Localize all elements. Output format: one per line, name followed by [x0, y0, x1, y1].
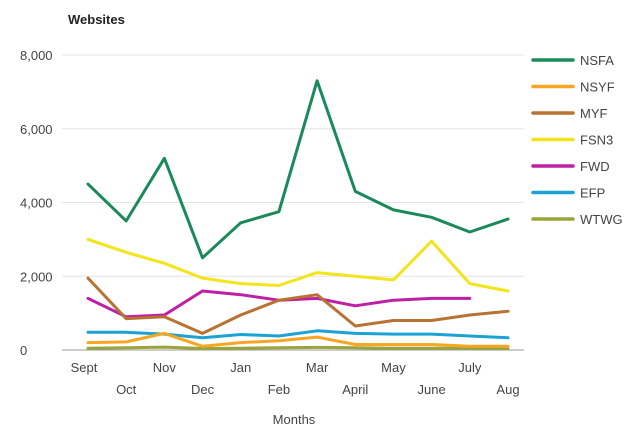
x-tick-label: July — [458, 360, 482, 375]
legend-label: NSFA — [580, 53, 614, 68]
y-tick-label: 2,000 — [20, 269, 53, 284]
legend-label: EFP — [580, 186, 605, 201]
x-tick-label: May — [381, 360, 406, 375]
legend-label: MYF — [580, 106, 608, 121]
series-lines — [86, 79, 510, 350]
y-tick-label: 8,000 — [20, 48, 53, 63]
series-line-myf — [86, 276, 510, 335]
x-tick-label: Dec — [191, 382, 215, 397]
series-line-wtwg — [86, 345, 510, 350]
series-line-fsn3 — [86, 237, 510, 293]
series-line-fwd — [86, 289, 472, 319]
y-tick-label: 4,000 — [20, 196, 53, 211]
x-axis-ticks: Sept Oct Nov Dec Jan Feb Mar April May June July Au… — [71, 360, 520, 397]
legend-label: FWD — [580, 159, 610, 174]
chart-title: Websites — [68, 12, 125, 27]
series-line-nsfa — [86, 79, 510, 260]
x-tick-label: June — [418, 382, 446, 397]
x-tick-label: Nov — [153, 360, 177, 375]
x-tick-label: Mar — [306, 360, 329, 375]
series-line-nsyf — [86, 331, 510, 348]
x-tick-label: Oct — [116, 382, 137, 397]
legend-label: NSYF — [580, 80, 615, 95]
legend: NSFA NSYF MYF FSN3 FWD EFP WTWG — [531, 53, 623, 227]
x-tick-label: Aug — [496, 382, 519, 397]
x-axis-label: Months — [273, 412, 316, 427]
gridlines — [62, 54, 524, 351]
legend-label: WTWG — [580, 212, 623, 227]
x-tick-label: Feb — [268, 382, 290, 397]
x-tick-label: Sept — [71, 360, 98, 375]
legend-label: FSN3 — [580, 133, 613, 148]
y-axis-ticks: 0 2,000 4,000 6,000 8,000 — [20, 48, 53, 358]
x-tick-label: April — [342, 382, 368, 397]
y-tick-label: 6,000 — [20, 122, 53, 137]
y-tick-label: 0 — [20, 343, 27, 358]
x-tick-label: Jan — [230, 360, 251, 375]
